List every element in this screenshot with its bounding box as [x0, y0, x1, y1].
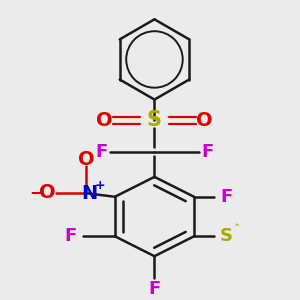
Text: ˆ: ˆ [234, 224, 240, 238]
Text: O: O [78, 149, 94, 169]
Text: S: S [147, 110, 162, 130]
Text: F: F [201, 142, 214, 160]
Text: O: O [196, 111, 213, 130]
Text: +: + [95, 179, 106, 192]
Text: F: F [148, 280, 160, 298]
Text: S: S [219, 227, 232, 245]
Text: F: F [95, 142, 108, 160]
Text: O: O [96, 111, 113, 130]
Text: −: − [29, 183, 43, 201]
Text: F: F [220, 188, 233, 206]
Text: O: O [38, 183, 55, 202]
Text: N: N [82, 184, 98, 203]
Text: F: F [64, 227, 76, 245]
